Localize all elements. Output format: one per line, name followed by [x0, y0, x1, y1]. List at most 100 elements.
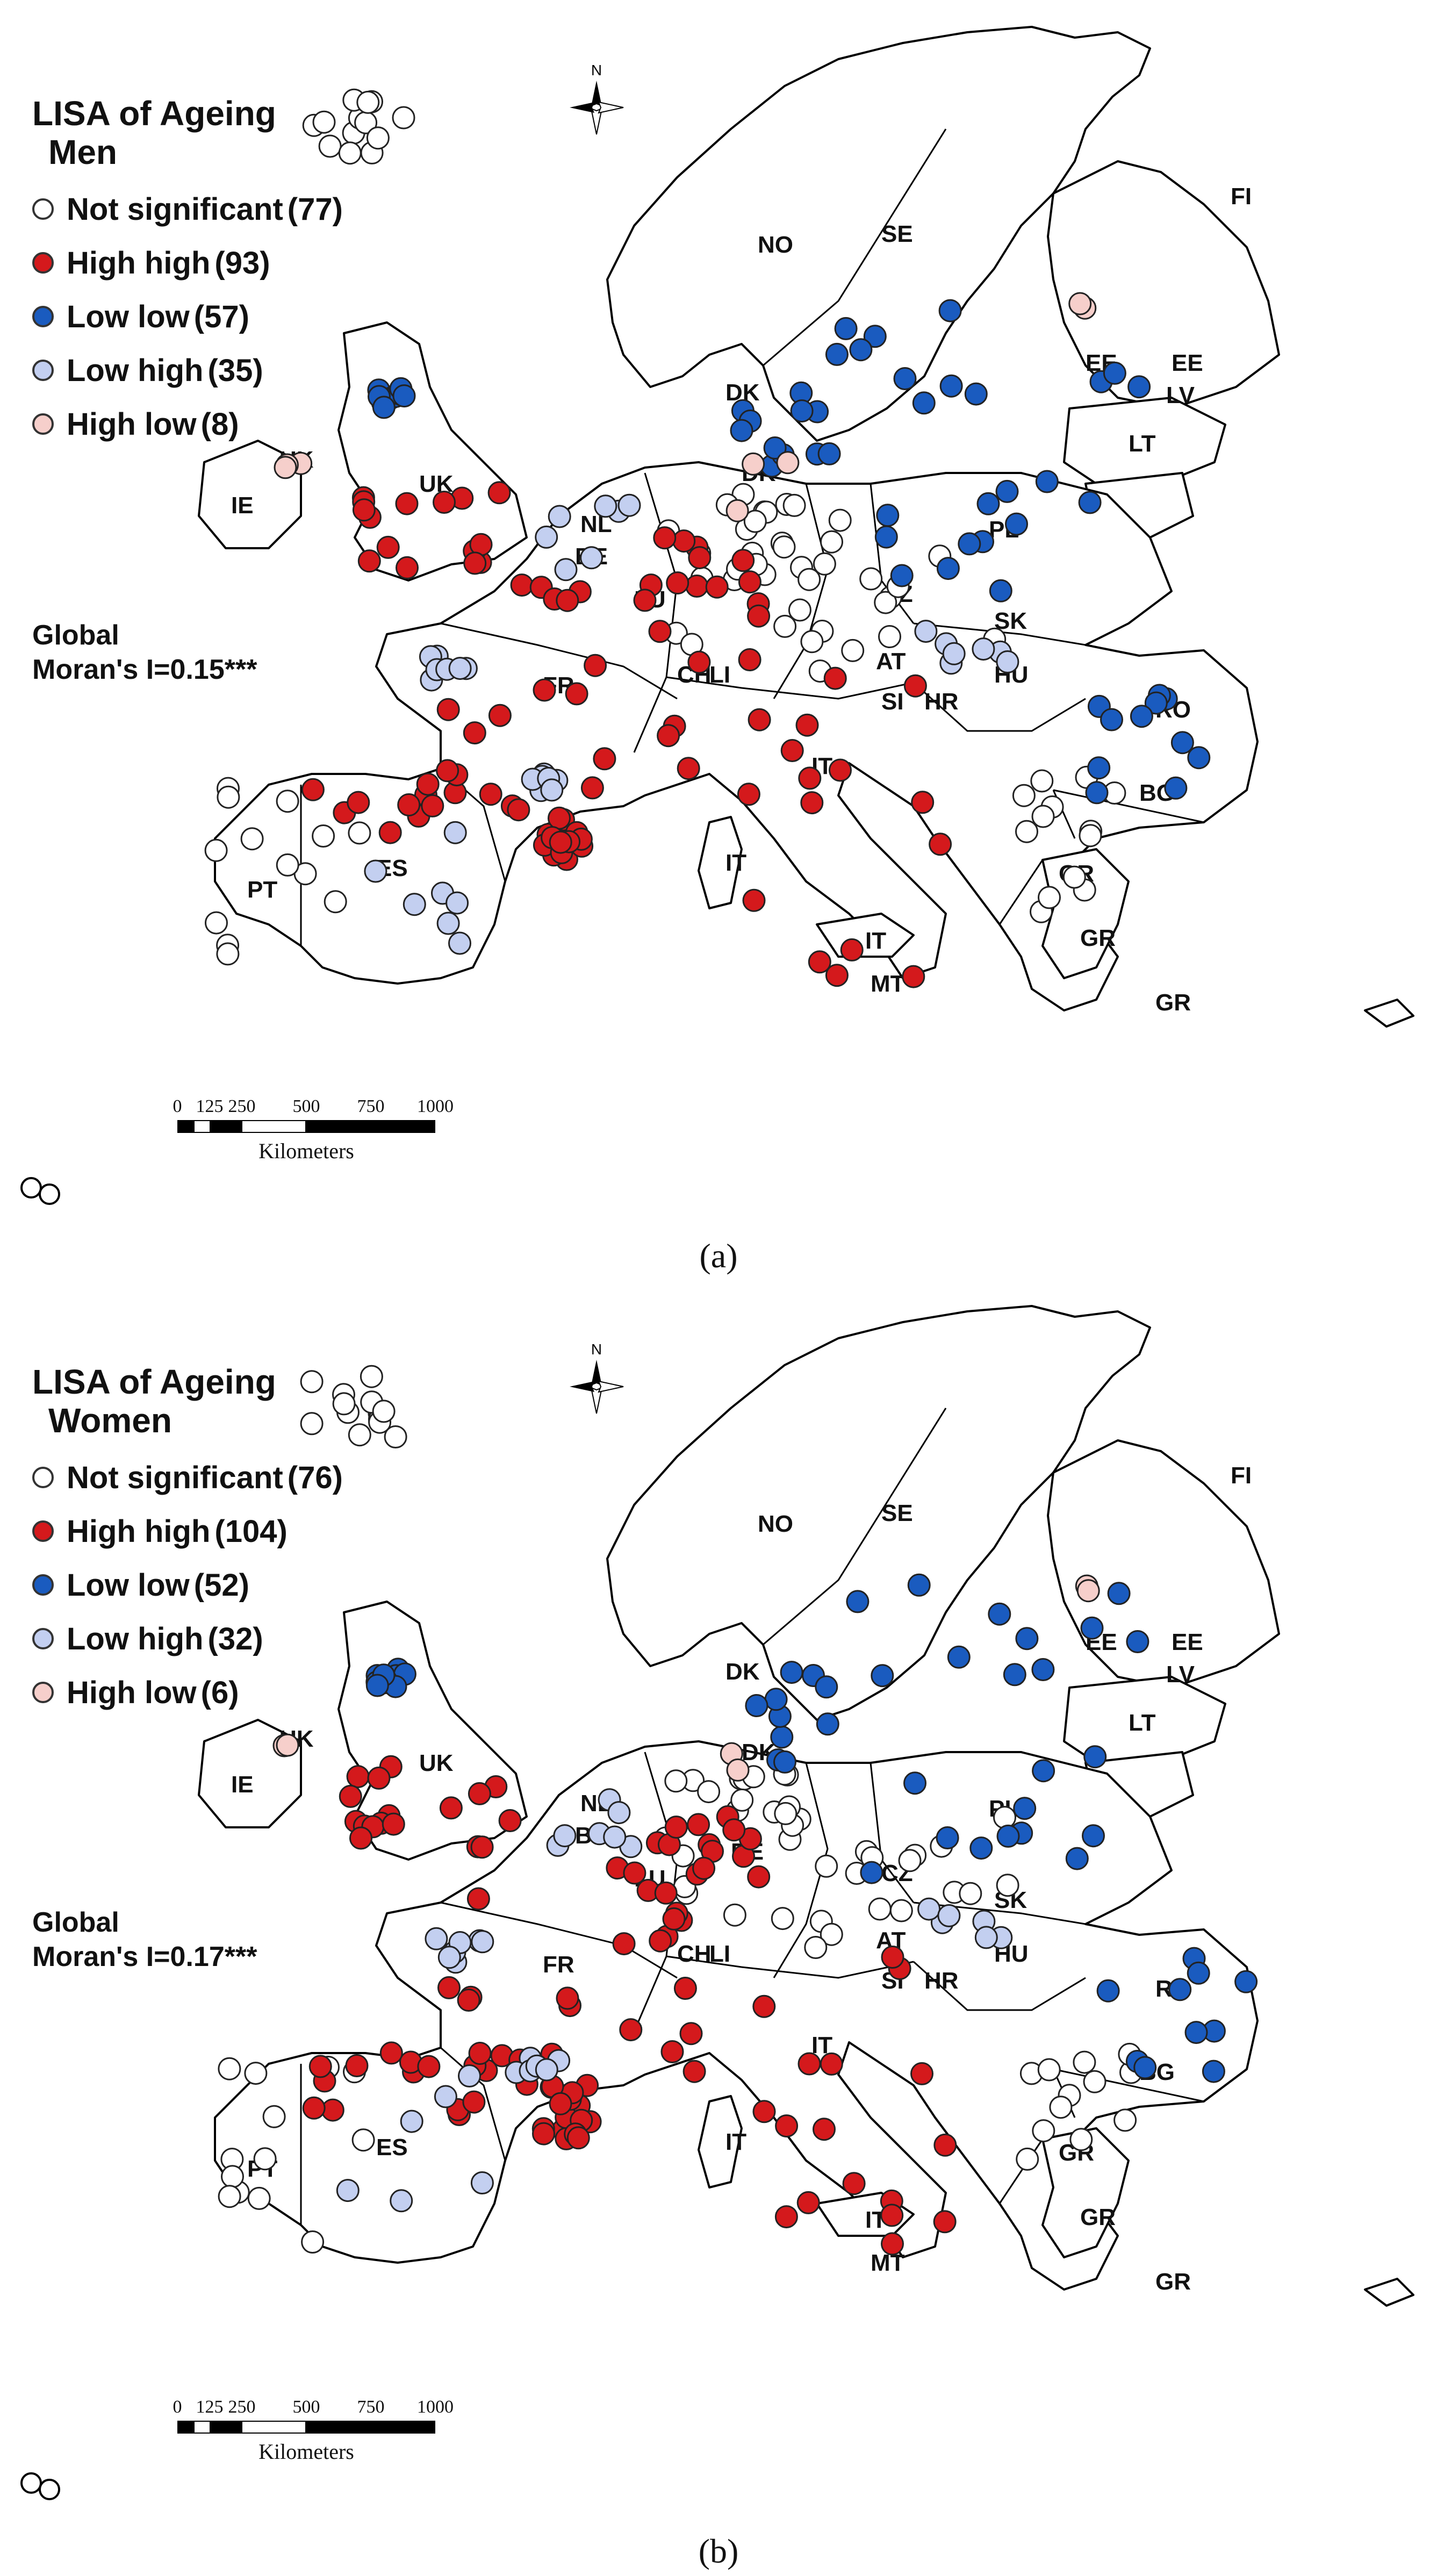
- region-marker: [382, 1812, 405, 1836]
- region-marker: [764, 1688, 788, 1711]
- region-marker: [1083, 1745, 1107, 1769]
- region-marker: [439, 1796, 463, 1820]
- region-marker: [1133, 2056, 1157, 2079]
- region-marker: [770, 1725, 794, 1749]
- region-marker: [800, 791, 824, 815]
- region-marker: [463, 551, 487, 575]
- region-marker: [470, 1835, 494, 1859]
- country-label: FI: [1231, 183, 1252, 210]
- country-label: FR: [543, 1951, 574, 1978]
- country-label: SE: [881, 1500, 913, 1526]
- region-marker: [829, 758, 852, 782]
- region-marker: [936, 1826, 959, 1849]
- region-marker: [773, 614, 797, 638]
- region-marker: [860, 1861, 883, 1884]
- region-marker: [1107, 1582, 1131, 1605]
- region-marker: [352, 498, 376, 522]
- region-marker: [959, 1882, 982, 1905]
- region-marker: [688, 546, 712, 570]
- country-label: ES: [376, 2134, 408, 2161]
- region-marker: [780, 739, 804, 762]
- region-marker: [468, 2042, 492, 2065]
- legend-item-count: (76): [287, 1460, 343, 1495]
- region-marker: [1103, 361, 1126, 385]
- region-marker: [448, 657, 472, 680]
- country-label: SI: [881, 688, 904, 715]
- region-marker: [664, 1816, 688, 1839]
- country-label: CH: [677, 1941, 712, 1967]
- region-marker: [1016, 2147, 1039, 2171]
- region-marker: [914, 620, 938, 643]
- legend-item: High low (8): [32, 397, 419, 451]
- region-markers: [204, 88, 1211, 988]
- region-marker: [434, 2085, 457, 2108]
- region-marker: [841, 638, 865, 662]
- region-marker: [996, 650, 1019, 673]
- region-marker: [510, 573, 534, 597]
- country-label: GR: [1155, 989, 1191, 1016]
- region-marker: [274, 456, 297, 479]
- region-marker: [221, 2165, 244, 2188]
- region-marker: [366, 126, 390, 150]
- region-marker: [1049, 2096, 1073, 2119]
- region-marker: [1164, 776, 1188, 800]
- region-marker: [417, 2055, 441, 2078]
- inset-islands-icon: [20, 2472, 60, 2500]
- region-marker: [898, 1849, 922, 1872]
- region-marker: [863, 325, 887, 348]
- region-marker: [912, 391, 936, 415]
- region-marker: [468, 1782, 491, 1805]
- region-marker: [730, 1788, 754, 1812]
- region-marker: [594, 494, 617, 518]
- region-marker: [437, 1976, 461, 1999]
- region-marker: [479, 783, 502, 806]
- country-label: HR: [924, 688, 959, 715]
- country-label: NO: [758, 1511, 793, 1537]
- region-marker: [392, 106, 415, 130]
- region-marker: [1144, 691, 1168, 715]
- region-marker: [488, 704, 512, 727]
- global-moran-stat: Global Moran's I=0.15***: [32, 618, 257, 687]
- region-marker: [346, 1765, 370, 1789]
- low-low-dot-icon: [32, 1574, 54, 1596]
- region-marker: [216, 942, 240, 966]
- scale-bar-graphic: [177, 1120, 435, 1133]
- region-marker: [737, 783, 760, 806]
- region-marker: [874, 525, 898, 549]
- legend-item: High low (6): [32, 1666, 419, 1719]
- region-marker: [204, 838, 228, 862]
- region-marker: [942, 642, 966, 665]
- region-marker: [881, 1946, 904, 1969]
- region-marker: [540, 778, 564, 802]
- region-marker: [660, 2040, 684, 2063]
- country-label: MT: [871, 971, 905, 997]
- region-marker: [795, 713, 819, 737]
- region-marker: [664, 1769, 688, 1793]
- high-high-dot-icon: [32, 252, 54, 274]
- region-marker: [745, 1694, 768, 1717]
- legend-item-count: (52): [193, 1567, 249, 1603]
- legend-title: LISA of Ageing: [32, 94, 276, 133]
- region-marker: [907, 1573, 931, 1597]
- region-marker: [653, 526, 677, 550]
- legend-item: High high (104): [32, 1504, 419, 1558]
- region-marker: [1113, 2108, 1137, 2132]
- region-marker: [995, 479, 1019, 503]
- region-marker: [416, 772, 440, 796]
- region-marker: [969, 1836, 993, 1860]
- region-marker: [834, 317, 858, 340]
- moran-title: Global: [32, 620, 119, 651]
- country-label: LT: [1129, 1710, 1156, 1736]
- region-marker: [300, 1370, 324, 1394]
- region-marker: [470, 2171, 494, 2194]
- region-marker: [396, 556, 419, 579]
- region-marker: [808, 950, 831, 974]
- country-label: LI: [709, 1941, 730, 1967]
- region-marker: [911, 791, 935, 814]
- region-marker: [788, 598, 811, 622]
- region-marker: [566, 2126, 590, 2150]
- region-marker: [996, 1874, 1019, 1897]
- region-marker: [421, 794, 444, 817]
- region-marker: [1035, 470, 1059, 493]
- region-marker: [782, 493, 806, 517]
